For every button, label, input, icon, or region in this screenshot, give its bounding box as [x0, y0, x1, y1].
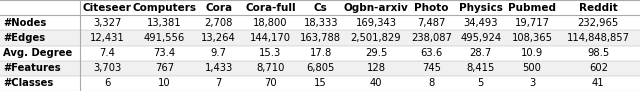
- Text: 10.9: 10.9: [521, 48, 543, 58]
- Text: 73.4: 73.4: [154, 48, 176, 58]
- Bar: [0, 30, 640, 46]
- Text: Cs: Cs: [314, 3, 328, 13]
- Text: 28.7: 28.7: [470, 48, 492, 58]
- Text: 63.6: 63.6: [420, 48, 442, 58]
- Text: 10: 10: [158, 78, 171, 88]
- Text: 17.8: 17.8: [310, 48, 332, 58]
- Text: 108,365: 108,365: [511, 33, 552, 43]
- Text: 169,343: 169,343: [355, 18, 397, 28]
- Text: #Edges: #Edges: [3, 33, 45, 43]
- Text: 3,703: 3,703: [93, 63, 122, 73]
- Text: 6,805: 6,805: [307, 63, 335, 73]
- Text: 2,501,829: 2,501,829: [351, 33, 401, 43]
- Text: 15.3: 15.3: [259, 48, 282, 58]
- Text: 7,487: 7,487: [417, 18, 445, 28]
- Text: 163,788: 163,788: [300, 33, 341, 43]
- Text: 12,431: 12,431: [90, 33, 125, 43]
- Text: 7.4: 7.4: [99, 48, 115, 58]
- Text: 5: 5: [477, 78, 484, 88]
- Text: Avg. Degree: Avg. Degree: [3, 48, 72, 58]
- Text: Physics: Physics: [459, 3, 502, 13]
- Text: 18,333: 18,333: [303, 18, 338, 28]
- Text: Cora: Cora: [205, 3, 232, 13]
- Text: 7: 7: [216, 78, 222, 88]
- Text: 19,717: 19,717: [515, 18, 550, 28]
- Text: #Features: #Features: [3, 63, 61, 73]
- Text: 98.5: 98.5: [588, 48, 609, 58]
- Text: #Nodes: #Nodes: [3, 18, 47, 28]
- Text: 29.5: 29.5: [365, 48, 387, 58]
- Text: 128: 128: [367, 63, 385, 73]
- Text: 602: 602: [589, 63, 608, 73]
- Text: Ogbn-arxiv: Ogbn-arxiv: [344, 3, 408, 13]
- Text: 3,327: 3,327: [93, 18, 122, 28]
- Text: 70: 70: [264, 78, 276, 88]
- Text: #Classes: #Classes: [3, 78, 54, 88]
- Text: Computers: Computers: [132, 3, 196, 13]
- Text: 8,415: 8,415: [467, 63, 495, 73]
- Text: 40: 40: [370, 78, 382, 88]
- Text: 1,433: 1,433: [205, 63, 233, 73]
- Text: 144,170: 144,170: [250, 33, 291, 43]
- Text: Photo: Photo: [414, 3, 449, 13]
- Text: 18,800: 18,800: [253, 18, 287, 28]
- Bar: [0, 61, 640, 76]
- Text: 41: 41: [592, 78, 605, 88]
- Text: 491,556: 491,556: [144, 33, 186, 43]
- Text: 3: 3: [529, 78, 535, 88]
- Text: 13,381: 13,381: [147, 18, 182, 28]
- Text: 15: 15: [314, 78, 327, 88]
- Text: 114,848,857: 114,848,857: [567, 33, 630, 43]
- Text: 767: 767: [155, 63, 174, 73]
- Text: Pubmed: Pubmed: [508, 3, 556, 13]
- Text: 6: 6: [104, 78, 111, 88]
- Text: 745: 745: [422, 63, 441, 73]
- Text: 9.7: 9.7: [211, 48, 227, 58]
- Text: Cora-full: Cora-full: [245, 3, 296, 13]
- Text: 500: 500: [523, 63, 541, 73]
- Text: 232,965: 232,965: [578, 18, 619, 28]
- Text: 238,087: 238,087: [411, 33, 452, 43]
- Text: Reddit: Reddit: [579, 3, 618, 13]
- Text: 8: 8: [428, 78, 435, 88]
- Text: Citeseer: Citeseer: [83, 3, 132, 13]
- Text: 13,264: 13,264: [202, 33, 236, 43]
- Text: 495,924: 495,924: [460, 33, 501, 43]
- Text: 2,708: 2,708: [204, 18, 233, 28]
- Text: 8,710: 8,710: [256, 63, 285, 73]
- Text: 34,493: 34,493: [463, 18, 498, 28]
